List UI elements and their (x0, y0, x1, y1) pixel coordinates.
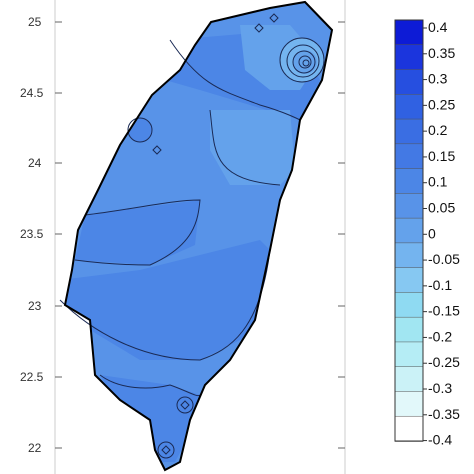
lat-label-22: 22 (28, 441, 42, 455)
latitude-ticks: 25 24.5 24 23.5 23 22.5 22 (20, 15, 345, 455)
lat-label-23: 23 (28, 299, 42, 313)
colorbar-swatch (394, 94, 424, 120)
coastline (63, 0, 334, 472)
east-central-region (210, 110, 295, 185)
colorbar-label: -0.35 (428, 406, 460, 422)
colorbar-swatch (394, 143, 424, 170)
colorbar-swatches (394, 19, 424, 442)
colorbar-label: -0.15 (428, 303, 460, 319)
west-marker (152, 145, 162, 155)
colorbar-label: 0 (428, 225, 436, 241)
colorbar-swatch (394, 193, 424, 219)
colorbar-label: 0.2 (428, 122, 448, 138)
northeast-contour-2 (286, 44, 320, 78)
colorbar-label: 0.05 (428, 200, 455, 216)
south-marker-2 (161, 445, 171, 455)
lat-label-25: 25 (28, 15, 42, 29)
south-marker-1 (180, 400, 190, 410)
north-marker (254, 23, 264, 33)
northeast-contour-5 (302, 59, 310, 67)
south-contour-2 (157, 441, 175, 459)
colorbar-swatch (394, 267, 424, 294)
contour-line-south (99, 374, 201, 397)
colorbar-label: 0.3 (428, 71, 448, 87)
colorbar-swatch (394, 415, 424, 442)
colorbar-swatch (394, 217, 424, 244)
colorbar-swatch (394, 366, 424, 393)
colorbar: 0.4 0.35 0.3 0.25 0.2 0.15 0.1 0.05 0 -0.05 -0.1 -0… (394, 19, 460, 448)
south-spot-2 (158, 442, 174, 458)
colorbar-label: 0.15 (428, 148, 455, 164)
colorbar-frame (394, 19, 424, 442)
colorbar-swatch (394, 316, 424, 343)
northeast-contour-4 (298, 55, 312, 69)
colorbar-swatch (394, 69, 424, 96)
south-contour-1 (176, 396, 194, 414)
south-spot-1 (177, 397, 193, 413)
colorbar-label: 0.1 (428, 174, 448, 190)
colorbar-label: -0.4 (428, 432, 452, 448)
colorbar-label: 0.4 (428, 19, 448, 35)
colorbar-label: 0.25 (428, 96, 455, 112)
lat-label-22-5: 22.5 (20, 370, 44, 384)
colorbar-label: -0.05 (428, 251, 460, 267)
colorbar-swatch (394, 168, 424, 195)
colorbar-label: -0.2 (428, 328, 452, 344)
lat-label-24: 24 (28, 156, 42, 170)
colorbar-labels: 0.4 0.35 0.3 0.25 0.2 0.15 0.1 0.05 0 -0.05 -0.1 -0… (423, 19, 460, 448)
colorbar-label: -0.3 (428, 380, 452, 396)
colorbar-swatch (394, 341, 424, 368)
northeast-contour-1 (279, 37, 325, 83)
west-coast-region (65, 240, 280, 360)
colorbar-swatch (394, 391, 424, 417)
northeast-contour-3 (292, 50, 316, 74)
contour-lines (59, 13, 325, 459)
colorbar-label: 0.35 (428, 45, 455, 61)
south-low-region (100, 375, 200, 462)
colorbar-swatch (394, 19, 424, 46)
lat-label-23-5: 23.5 (20, 227, 44, 241)
northeast-spot-2 (293, 50, 317, 74)
contour-line-central (74, 199, 201, 266)
colorbar-swatch (394, 242, 424, 269)
colorbar-label: -0.1 (428, 277, 452, 293)
lat-label-24-5: 24.5 (20, 86, 44, 100)
contour-line-north (169, 39, 301, 121)
contour-line-west (59, 249, 271, 361)
colorbar-label: -0.25 (428, 354, 460, 370)
colorbar-swatch (394, 44, 424, 71)
central-west-region (75, 200, 200, 265)
colorbar-swatch (394, 118, 424, 145)
colorbar-swatch (394, 292, 424, 318)
northeast-small-marker (269, 13, 279, 23)
west-contour (127, 117, 153, 143)
contour-line-east (209, 109, 281, 186)
